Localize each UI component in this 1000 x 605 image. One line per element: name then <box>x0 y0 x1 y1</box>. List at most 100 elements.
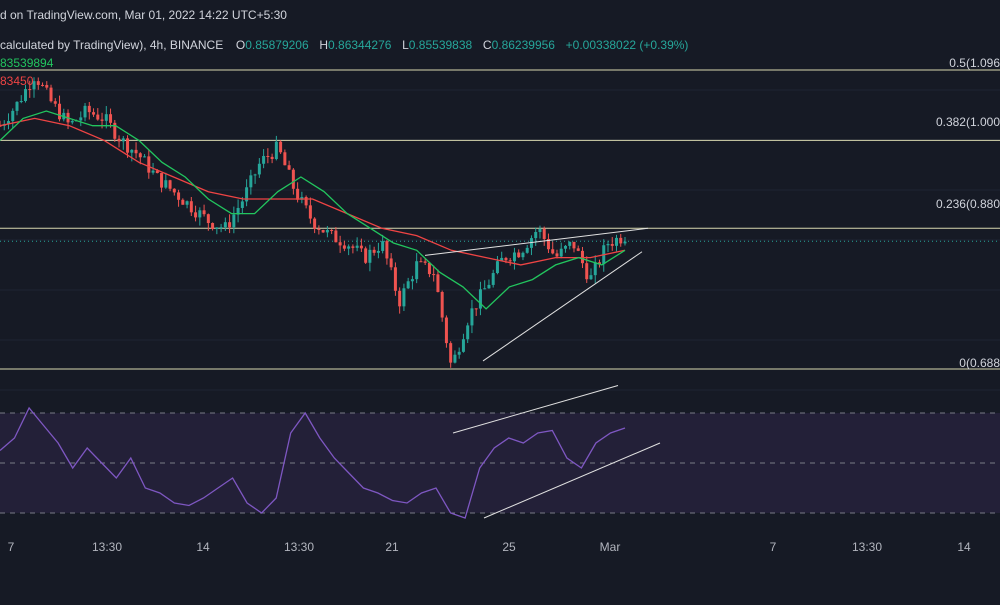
candle-body <box>589 275 593 280</box>
candle-body <box>474 308 478 310</box>
candle-body <box>406 281 410 289</box>
candle-body <box>576 248 580 251</box>
ohlc-open-value: 0.85879206 <box>245 38 309 52</box>
x-tick-2: 14 <box>196 540 210 554</box>
candle-body <box>330 229 334 231</box>
ohlc-low-value: 0.85539838 <box>408 38 473 52</box>
ohlc-open-key: O <box>235 38 246 52</box>
x-tick-8: 13:30 <box>851 540 883 554</box>
candle-body <box>143 156 147 158</box>
candle-body <box>211 223 215 229</box>
candle-body <box>436 274 440 292</box>
candle-body <box>355 245 359 248</box>
candle-body <box>7 121 11 125</box>
x-tick-6: Mar <box>599 540 621 554</box>
candle-body <box>610 244 614 246</box>
candle-body <box>155 170 159 174</box>
candle-body <box>415 261 419 280</box>
candle-body <box>393 267 397 291</box>
candle-body <box>551 249 555 254</box>
candle-body <box>538 228 542 233</box>
candle-body <box>87 105 91 113</box>
candle-body <box>262 155 266 164</box>
candle-body <box>512 252 516 262</box>
candle-body <box>597 262 601 265</box>
candle-body <box>228 222 232 228</box>
x-tick-4: 21 <box>385 540 399 554</box>
candle-body <box>270 156 274 160</box>
candle-body <box>45 85 49 88</box>
candle-body <box>521 252 525 258</box>
candle-body <box>398 290 402 307</box>
candle-body <box>376 250 380 253</box>
ma-red-label: 83450 <box>0 74 34 88</box>
candle-body <box>138 153 142 158</box>
candle-body <box>134 149 138 154</box>
candle-body <box>147 156 151 173</box>
candle-body <box>342 245 346 249</box>
candle-body <box>453 354 457 363</box>
candle-body <box>206 214 210 224</box>
candle-body <box>385 241 389 259</box>
candle-body <box>572 241 576 249</box>
rsi-line <box>0 406 626 519</box>
candle-body <box>104 114 108 121</box>
candle-body <box>160 173 164 188</box>
candle-body <box>236 207 240 215</box>
candle-body <box>130 149 134 153</box>
candle-body <box>593 262 597 276</box>
x-tick-3: 13:30 <box>283 540 315 554</box>
x-tick-0: 7 <box>7 540 15 554</box>
candle-body <box>317 228 321 231</box>
symbol-line: calculated by TradingView), 4h, BINANCE <box>0 38 224 52</box>
candle-body <box>568 241 572 246</box>
candle-body <box>491 273 495 285</box>
candle-body <box>28 89 32 91</box>
candle-body <box>563 245 567 249</box>
fib-label-3: 0(0.688 <box>959 356 1000 370</box>
candle-body <box>313 218 317 229</box>
candle-body <box>325 229 329 233</box>
candle-body <box>555 253 559 257</box>
candle-body <box>296 188 300 200</box>
ohlc-line: calculated by TradingView), 4h, BINANCE … <box>0 38 688 52</box>
candle-body <box>266 155 270 157</box>
x-tick-9: 14 <box>957 540 971 554</box>
candle-body <box>432 274 436 276</box>
candle-body <box>508 260 512 262</box>
candle-body <box>470 308 474 326</box>
candle-body <box>215 227 219 229</box>
candle-body <box>41 84 45 86</box>
candle-body <box>466 325 470 340</box>
ma-red-line <box>0 117 626 266</box>
candle-body <box>487 284 491 289</box>
x-tick-1: 13:30 <box>91 540 123 554</box>
candle-body <box>168 180 172 189</box>
candle-body <box>232 214 236 228</box>
candle-body <box>542 228 546 239</box>
candle-body <box>619 237 623 244</box>
fib-label-0: 0.5(1.096 <box>949 56 1000 70</box>
candle-body <box>70 121 74 123</box>
candle-body <box>495 261 499 274</box>
candle-body <box>257 163 261 175</box>
candle-body <box>83 105 87 118</box>
candle-body <box>347 246 351 249</box>
ohlc-close-value: 0.86239956 <box>491 38 555 52</box>
candle-body <box>32 81 36 90</box>
candle-body <box>483 288 487 290</box>
candle-body <box>202 210 206 215</box>
ma-green-line <box>0 110 626 310</box>
candle-body <box>427 262 431 275</box>
candle-body <box>423 261 427 263</box>
fib-label-1: 0.382(1.000 <box>935 115 1000 129</box>
candle-body <box>440 291 444 318</box>
candle-body <box>525 247 529 253</box>
candle-body <box>109 114 113 123</box>
candle-body <box>359 245 363 249</box>
candle-body <box>279 141 283 153</box>
candle-body <box>126 138 130 153</box>
candle-body <box>181 199 185 205</box>
